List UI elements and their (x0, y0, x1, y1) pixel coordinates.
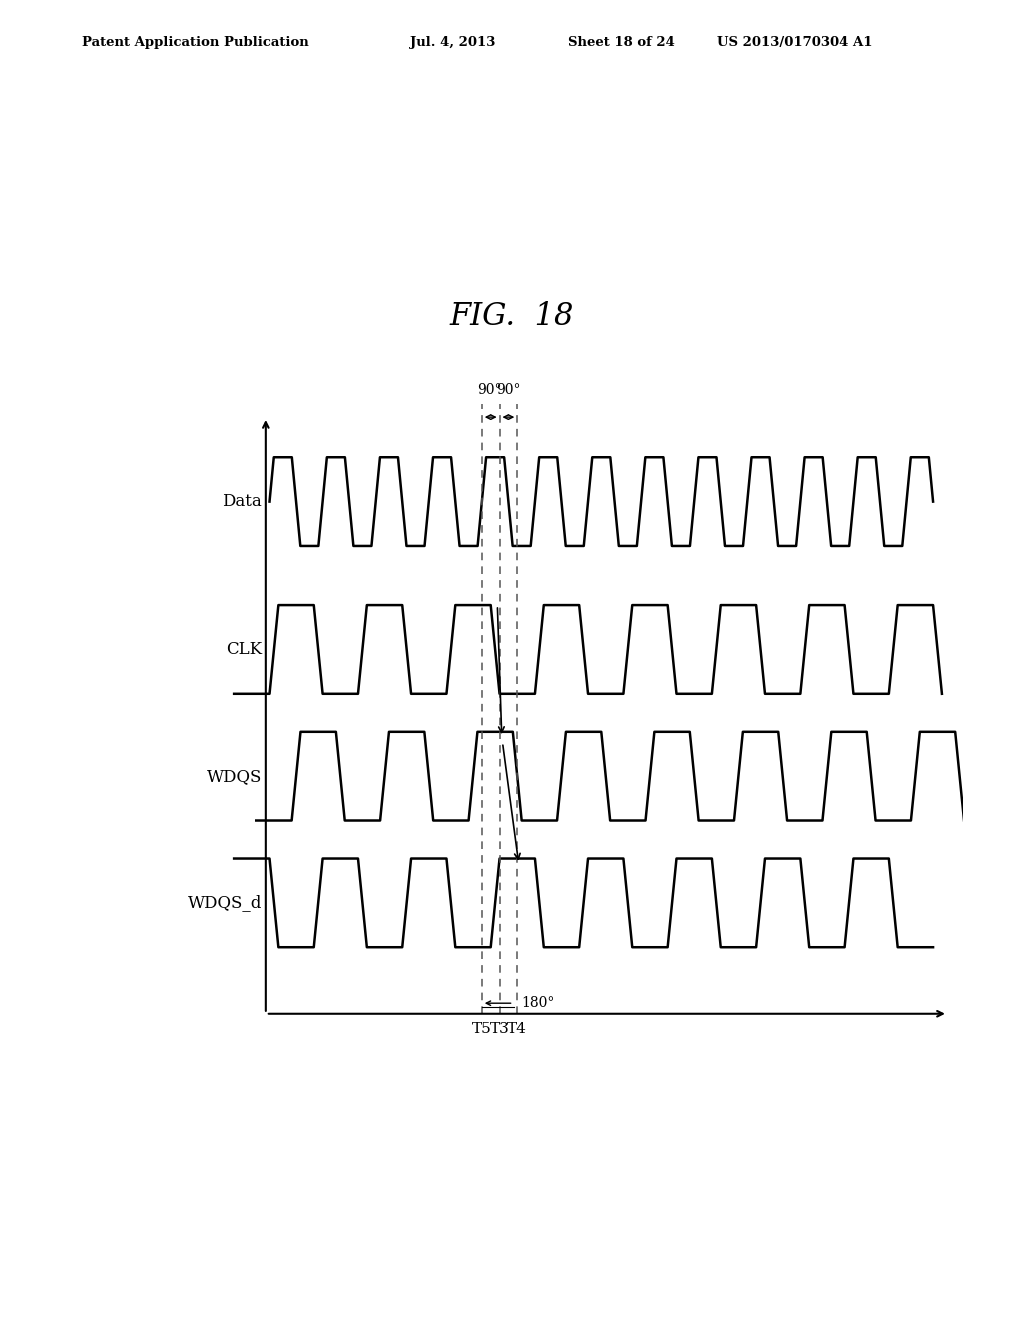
Text: T3: T3 (489, 1022, 509, 1036)
Text: 90°: 90° (477, 383, 501, 397)
Text: T4: T4 (507, 1022, 527, 1036)
Text: Patent Application Publication: Patent Application Publication (82, 36, 308, 49)
Text: WDQS: WDQS (207, 768, 262, 784)
Text: 180°: 180° (521, 997, 554, 1010)
Text: T5: T5 (472, 1022, 492, 1036)
Text: Data: Data (222, 494, 262, 510)
Text: WDQS_d: WDQS_d (187, 895, 262, 911)
Text: CLK: CLK (226, 642, 262, 657)
Text: Jul. 4, 2013: Jul. 4, 2013 (410, 36, 495, 49)
Text: Sheet 18 of 24: Sheet 18 of 24 (568, 36, 675, 49)
Text: FIG.  18: FIG. 18 (450, 301, 574, 333)
Text: US 2013/0170304 A1: US 2013/0170304 A1 (717, 36, 872, 49)
Text: 90°: 90° (497, 383, 520, 397)
